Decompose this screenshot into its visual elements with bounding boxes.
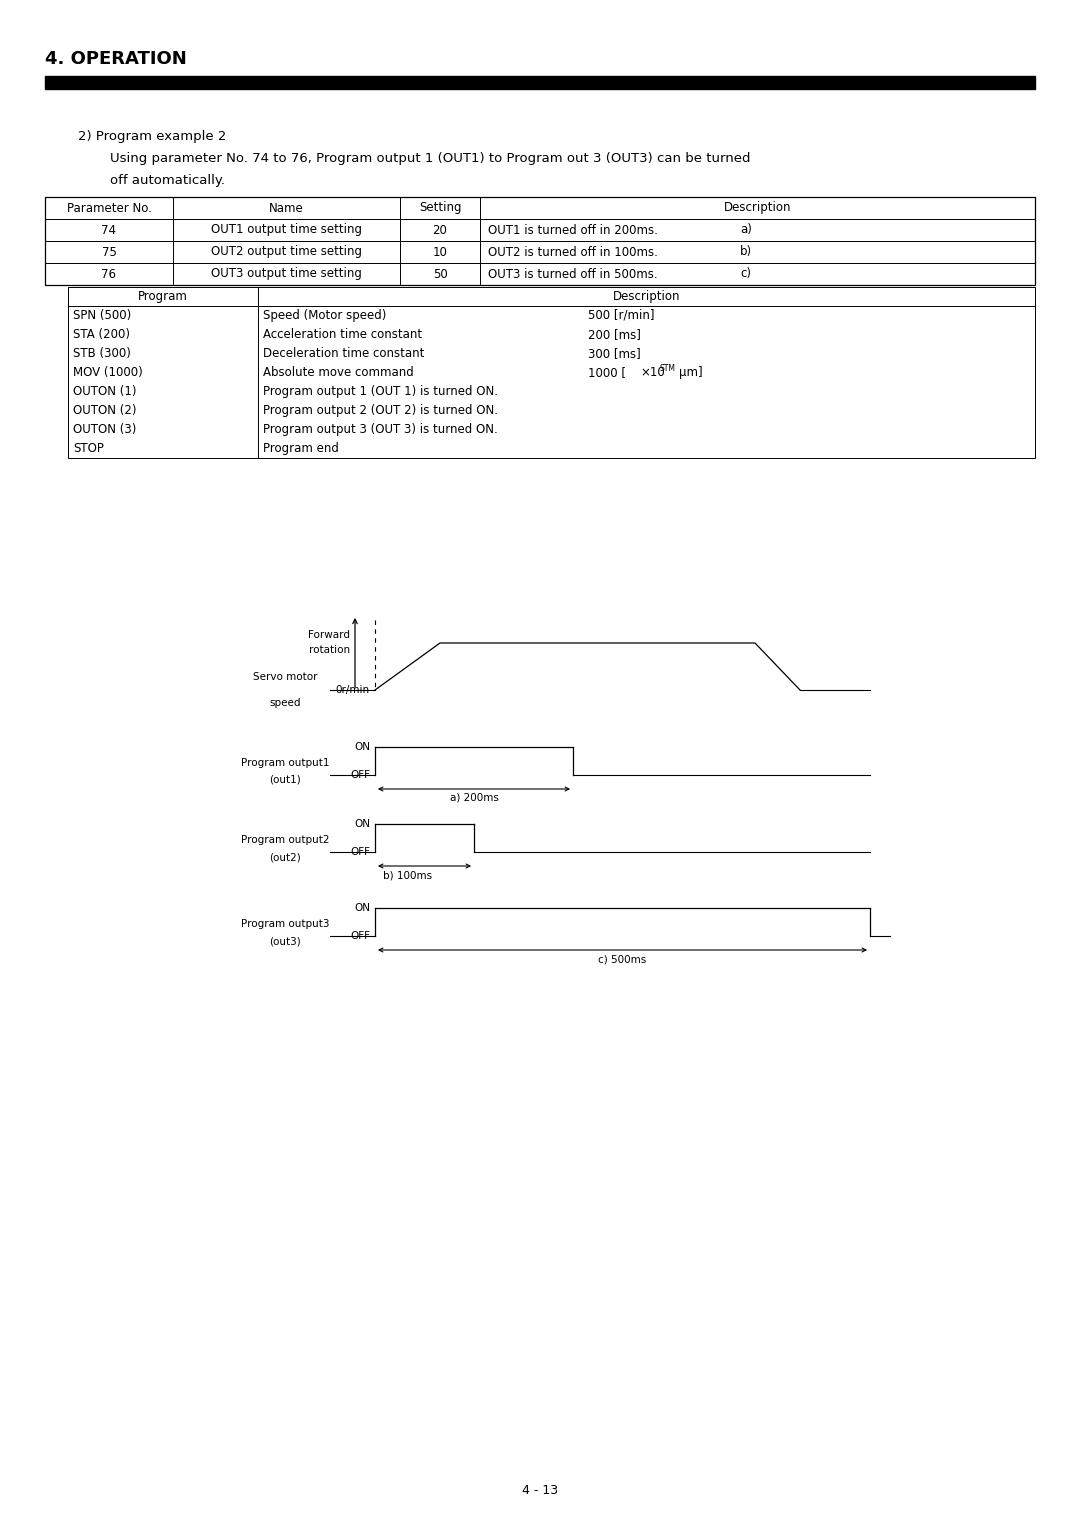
Text: OFF: OFF xyxy=(350,770,370,779)
Text: ON: ON xyxy=(354,903,370,914)
Text: OUT3 is turned off in 500ms.: OUT3 is turned off in 500ms. xyxy=(488,267,658,281)
Text: a) 200ms: a) 200ms xyxy=(449,793,499,804)
Text: rotation: rotation xyxy=(309,645,350,656)
Text: ON: ON xyxy=(354,743,370,752)
Text: 300 [ms]: 300 [ms] xyxy=(588,347,640,361)
Text: OUTON (3): OUTON (3) xyxy=(73,423,136,435)
Text: Description: Description xyxy=(612,290,680,303)
Text: OUT1 output time setting: OUT1 output time setting xyxy=(211,223,362,237)
Text: OUT1 is turned off in 200ms.: OUT1 is turned off in 200ms. xyxy=(488,223,658,237)
Text: Program output 3 (OUT 3) is turned ON.: Program output 3 (OUT 3) is turned ON. xyxy=(264,423,498,435)
Text: Description: Description xyxy=(724,202,792,214)
Text: μm]: μm] xyxy=(679,367,703,379)
Text: Program output1: Program output1 xyxy=(241,758,329,769)
Text: Program output3: Program output3 xyxy=(241,918,329,929)
Text: 76: 76 xyxy=(102,267,117,281)
Text: off automatically.: off automatically. xyxy=(110,174,225,186)
Bar xyxy=(45,197,1035,286)
Text: Program output 1 (OUT 1) is turned ON.: Program output 1 (OUT 1) is turned ON. xyxy=(264,385,498,397)
Text: Forward: Forward xyxy=(308,630,350,640)
Text: STB (300): STB (300) xyxy=(73,347,131,361)
Text: Program output2: Program output2 xyxy=(241,834,329,845)
Text: Program end: Program end xyxy=(264,442,339,455)
Text: Absolute move command: Absolute move command xyxy=(264,367,414,379)
Text: STA (200): STA (200) xyxy=(73,329,130,341)
Text: SPN (500): SPN (500) xyxy=(73,309,132,322)
Text: 2) Program example 2: 2) Program example 2 xyxy=(78,130,227,144)
Text: Parameter No.: Parameter No. xyxy=(67,202,151,214)
Text: ON: ON xyxy=(354,819,370,830)
Text: 75: 75 xyxy=(102,246,117,258)
Text: 74: 74 xyxy=(102,223,117,237)
Text: Program: Program xyxy=(138,290,188,303)
Text: 500 [r/min]: 500 [r/min] xyxy=(588,309,654,322)
Text: OUTON (2): OUTON (2) xyxy=(73,403,136,417)
Text: 1000 [: 1000 [ xyxy=(588,367,626,379)
Text: OUT3 output time setting: OUT3 output time setting xyxy=(211,267,362,281)
Text: c): c) xyxy=(740,267,751,281)
Text: OFF: OFF xyxy=(350,931,370,941)
Bar xyxy=(68,287,1035,458)
Text: MOV (1000): MOV (1000) xyxy=(73,367,143,379)
Text: 50: 50 xyxy=(433,267,447,281)
Text: (out2): (out2) xyxy=(269,853,301,862)
Text: 4. OPERATION: 4. OPERATION xyxy=(45,50,187,69)
Text: b): b) xyxy=(740,246,752,258)
Text: Name: Name xyxy=(269,202,303,214)
Text: STM: STM xyxy=(659,364,675,373)
Text: Program output 2 (OUT 2) is turned ON.: Program output 2 (OUT 2) is turned ON. xyxy=(264,403,498,417)
Text: Acceleration time constant: Acceleration time constant xyxy=(264,329,422,341)
Text: Using parameter No. 74 to 76, Program output 1 (OUT1) to Program out 3 (OUT3) ca: Using parameter No. 74 to 76, Program ou… xyxy=(110,151,751,165)
Text: 200 [ms]: 200 [ms] xyxy=(588,329,640,341)
Text: Servo motor: Servo motor xyxy=(253,672,318,681)
Text: c) 500ms: c) 500ms xyxy=(598,953,647,964)
Text: Deceleration time constant: Deceleration time constant xyxy=(264,347,424,361)
Text: 0r/min: 0r/min xyxy=(336,685,370,695)
Text: OUT2 output time setting: OUT2 output time setting xyxy=(211,246,362,258)
Text: 4 - 13: 4 - 13 xyxy=(522,1484,558,1496)
Text: b) 100ms: b) 100ms xyxy=(383,869,432,880)
Text: speed: speed xyxy=(269,698,300,707)
Text: Speed (Motor speed): Speed (Motor speed) xyxy=(264,309,387,322)
Text: 10: 10 xyxy=(433,246,447,258)
Text: (out3): (out3) xyxy=(269,937,301,946)
Text: a): a) xyxy=(740,223,752,237)
Bar xyxy=(45,76,1035,89)
Text: Setting: Setting xyxy=(419,202,461,214)
Text: STOP: STOP xyxy=(73,442,104,455)
Text: (out1): (out1) xyxy=(269,775,301,785)
Text: OFF: OFF xyxy=(350,847,370,857)
Text: ×10: ×10 xyxy=(640,367,665,379)
Text: OUTON (1): OUTON (1) xyxy=(73,385,136,397)
Text: OUT2 is turned off in 100ms.: OUT2 is turned off in 100ms. xyxy=(488,246,658,258)
Text: 20: 20 xyxy=(433,223,447,237)
